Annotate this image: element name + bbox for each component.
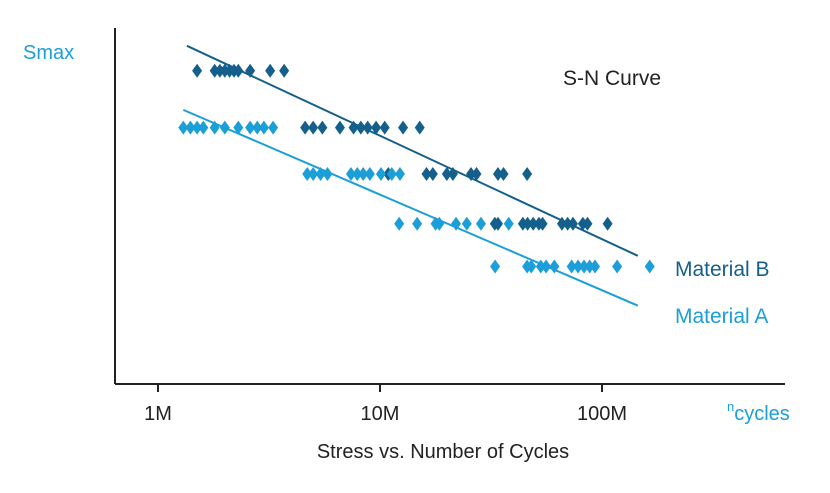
- data-point-material-a: [198, 120, 209, 135]
- data-point-material-b: [447, 166, 458, 181]
- data-point-material-b: [427, 166, 438, 181]
- data-point-material-b: [528, 216, 539, 231]
- data-point-material-a: [252, 120, 263, 135]
- data-point-material-a: [584, 259, 595, 274]
- data-point-material-b: [522, 166, 533, 181]
- data-point-material-a: [375, 166, 386, 181]
- data-point-material-b: [492, 166, 503, 181]
- data-point-material-a: [526, 259, 537, 274]
- data-point-material-a: [490, 259, 501, 274]
- data-point-material-a: [475, 216, 486, 231]
- data-point-material-b: [371, 120, 382, 135]
- data-point-material-b: [582, 216, 593, 231]
- data-point-material-b: [348, 120, 359, 135]
- data-point-material-a: [573, 259, 584, 274]
- data-point-material-a: [178, 120, 189, 135]
- data-point-material-a: [412, 216, 423, 231]
- data-point-material-b: [265, 63, 276, 78]
- data-point-material-b: [537, 216, 548, 231]
- x-axis-label: ncycles: [727, 399, 790, 425]
- data-point-material-b: [522, 216, 533, 231]
- x-axis-label-text: cycles: [734, 403, 790, 425]
- data-point-material-b: [567, 216, 578, 231]
- data-point-material-a: [322, 166, 333, 181]
- data-point-material-a: [549, 259, 560, 274]
- data-point-material-b: [398, 120, 409, 135]
- x-axis-label-superscript: n: [727, 399, 734, 414]
- data-point-material-a: [352, 166, 363, 181]
- trend-line-material-a: [182, 108, 639, 307]
- data-point-material-b: [209, 63, 220, 78]
- data-point-material-a: [566, 259, 577, 274]
- data-point-material-b: [355, 120, 366, 135]
- data-point-material-a: [233, 120, 244, 135]
- x-tick-label: 100M: [577, 403, 627, 425]
- data-point-material-a: [192, 120, 203, 135]
- data-point-material-a: [302, 166, 313, 181]
- data-point-material-a: [386, 166, 397, 181]
- data-point-material-a: [451, 216, 462, 231]
- data-point-material-a: [579, 259, 590, 274]
- series-label-material-b: Material B: [675, 258, 770, 281]
- data-point-material-a: [541, 259, 552, 274]
- data-point-material-b: [492, 216, 503, 231]
- data-point-material-a: [315, 166, 326, 181]
- x-tick-label: 10M: [361, 403, 400, 425]
- data-point-material-a: [461, 216, 472, 231]
- data-point-material-a: [258, 120, 269, 135]
- data-point-material-b: [362, 120, 373, 135]
- data-point-material-a: [434, 216, 445, 231]
- data-point-material-a: [358, 166, 369, 181]
- data-point-material-b: [317, 120, 328, 135]
- data-point-material-b: [466, 166, 477, 181]
- data-point-material-a: [644, 259, 655, 274]
- data-point-material-b: [279, 63, 290, 78]
- data-point-material-b: [300, 120, 311, 135]
- data-point-material-b: [334, 120, 345, 135]
- data-points: [178, 63, 655, 274]
- data-point-material-b: [498, 166, 509, 181]
- data-point-material-b: [233, 63, 244, 78]
- data-point-material-b: [441, 166, 452, 181]
- data-point-material-b: [556, 216, 567, 231]
- data-point-material-a: [209, 120, 220, 135]
- data-point-material-a: [612, 259, 623, 274]
- data-point-material-b: [192, 63, 203, 78]
- x-tick-label: 1M: [144, 403, 172, 425]
- data-point-material-b: [562, 216, 573, 231]
- data-point-material-b: [379, 120, 390, 135]
- data-point-material-b: [602, 216, 613, 231]
- data-point-material-a: [394, 216, 405, 231]
- data-point-material-a: [503, 216, 514, 231]
- data-point-material-a: [345, 166, 356, 181]
- series-label-material-a: Material A: [675, 305, 768, 328]
- data-point-material-a: [364, 166, 375, 181]
- data-point-material-a: [308, 166, 319, 181]
- data-point-material-a: [535, 259, 546, 274]
- x-ticks: 1M 10M 100M: [144, 384, 627, 425]
- data-point-material-a: [590, 259, 601, 274]
- data-point-material-b: [414, 120, 425, 135]
- data-point-material-b: [421, 166, 432, 181]
- data-point-material-a: [245, 120, 256, 135]
- data-point-material-b: [308, 120, 319, 135]
- data-point-material-b: [245, 63, 256, 78]
- data-point-material-b: [471, 166, 482, 181]
- data-point-material-a: [185, 120, 196, 135]
- data-point-material-a: [219, 120, 230, 135]
- y-axis-label: Smax: [23, 42, 74, 64]
- data-point-material-a: [268, 120, 279, 135]
- chart-title: S-N Curve: [563, 67, 661, 90]
- chart-caption: Stress vs. Number of Cycles: [317, 441, 569, 463]
- data-point-material-a: [394, 166, 405, 181]
- axes: [114, 28, 785, 385]
